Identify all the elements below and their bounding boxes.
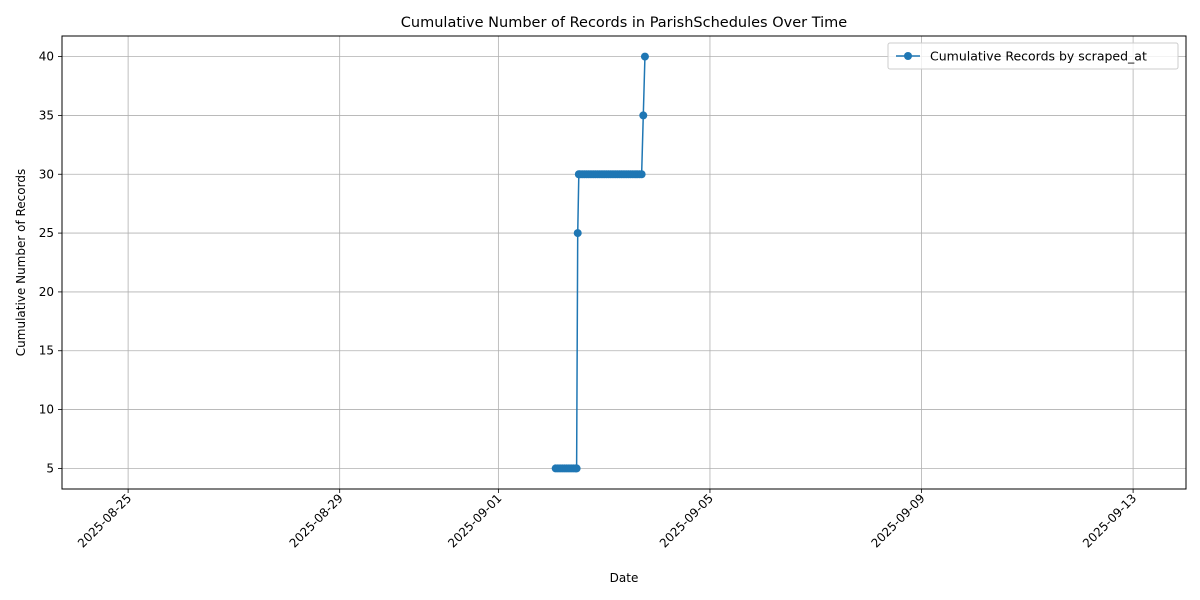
data-point [572, 464, 581, 473]
y-tick-label: 40 [39, 50, 54, 64]
legend-box [887, 42, 1179, 70]
y-tick-label: 30 [39, 167, 54, 181]
series-layer [551, 52, 649, 473]
y-tick-label: 35 [39, 108, 54, 122]
y-tick-label: 20 [39, 285, 54, 299]
legend: Cumulative Records by scraped_at [887, 42, 1179, 70]
data-point [573, 229, 582, 238]
x-axis-label: Date [610, 571, 639, 585]
y-tick-label: 5 [46, 461, 54, 475]
plot-area-frame [61, 35, 1187, 490]
data-point [639, 111, 648, 120]
y-axis-label: Cumulative Number of Records [14, 169, 28, 356]
data-point [640, 52, 649, 61]
chart-title: Cumulative Number of Records in ParishSc… [401, 15, 847, 31]
y-tick-label: 15 [39, 344, 54, 358]
y-tick-label: 10 [39, 403, 54, 417]
legend-entry-label: Cumulative Records by scraped_at [930, 49, 1147, 64]
legend-marker-swatch [904, 52, 912, 60]
data-point [637, 170, 646, 179]
y-tick-label: 25 [39, 226, 54, 240]
